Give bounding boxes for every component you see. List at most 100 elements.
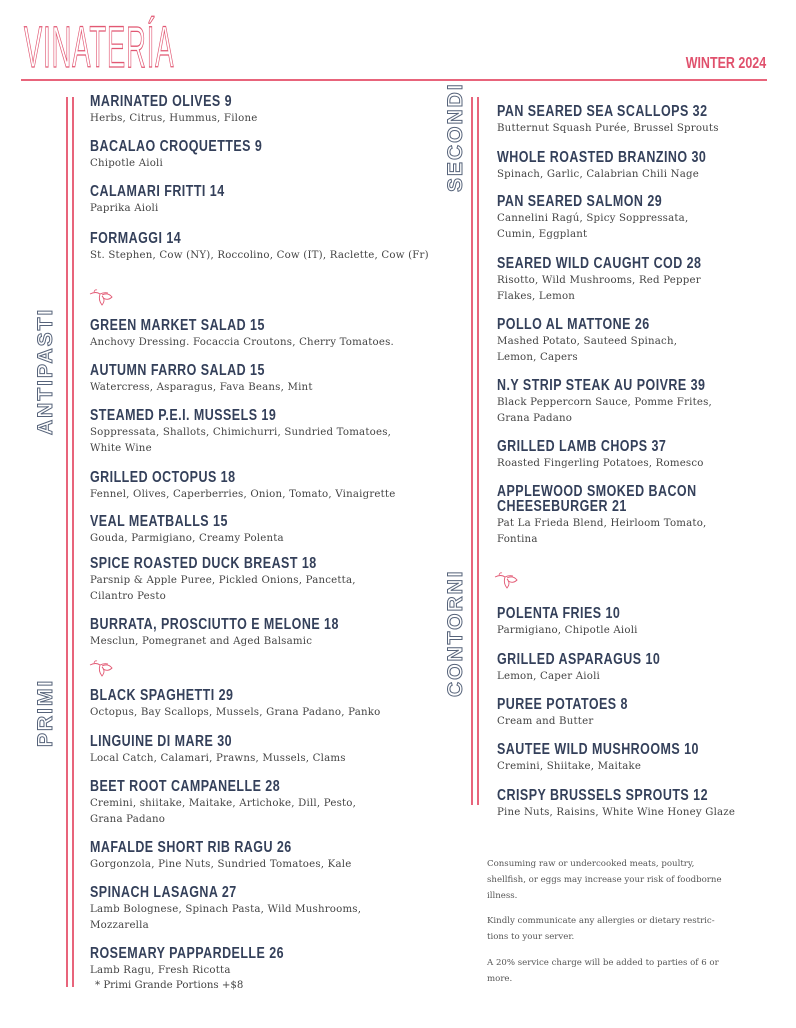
footnote-allergies: Kindly communicate any allergies or diet… bbox=[487, 916, 715, 942]
left-column-rule bbox=[66, 97, 68, 987]
section-primi: PRIMI bbox=[34, 678, 58, 747]
menu-item-description: Mashed Potato, Sauteed Spinach, Lemon, C… bbox=[497, 336, 678, 363]
menu-item-description: Watercress, Asparagus, Fava Beans, Mint bbox=[90, 382, 313, 393]
left-column-rule bbox=[72, 97, 74, 987]
menu-item-title: STEAMED P.E.I. MUSSELS 19 bbox=[90, 407, 277, 424]
menu-item: POLLO AL MATTONE 26 Mashed Potato, Sautee… bbox=[497, 317, 693, 365]
menu-item: MAFALDE SHORT RIB RAGU 26 Gorgonzola, Pin… bbox=[90, 840, 351, 873]
menu-item: GREEN MARKET SALAD 15 Anchovy Dressing. F… bbox=[90, 318, 394, 351]
footnote-service-charge: A 20% service charge will be added to pa… bbox=[487, 958, 719, 984]
menu-item-title: BLACK SPAGHETTI 29 bbox=[90, 687, 234, 704]
menu-item: LINGUINE DI MARE 30 Local Catch, Calamari… bbox=[90, 734, 346, 767]
menu-item: GRILLED ASPARAGUS 10 Lemon, Caper Aioli bbox=[497, 652, 706, 685]
menu-item-description: Local Catch, Calamari, Prawns, Mussels, … bbox=[90, 753, 346, 764]
menu-item: GRILLED OCTOPUS 18 Fennel, Olives, Caperb… bbox=[90, 470, 395, 503]
menu-item-title: GRILLED OCTOPUS 18 bbox=[90, 469, 236, 486]
menu-item-description: Roasted Fingerling Potatoes, Romesco bbox=[497, 458, 704, 469]
menu-item: STEAMED P.E.I. MUSSELS 19 Soppressata, Sh… bbox=[90, 408, 391, 456]
menu-item-title: POLENTA FRIES 10 bbox=[497, 605, 621, 622]
menu-item-description: St. Stephen, Cow (NY), Roccolino, Cow (I… bbox=[90, 250, 429, 261]
menu-item-title: SAUTEE WILD MUSHROOMS 10 bbox=[497, 741, 699, 758]
menu-item-title: CALAMARI FRITTI 14 bbox=[90, 183, 225, 200]
menu-item-description: Gorgonzola, Pine Nuts, Sundried Tomatoes… bbox=[90, 859, 352, 870]
menu-item: GRILLED LAMB CHOPS 37 Roasted Fingerling … bbox=[497, 439, 714, 472]
menu-item: SPICE ROASTED DUCK BREAST 18 Parsnip & Ap… bbox=[90, 556, 381, 604]
menu-item-description: Gouda, Parmigiano, Creamy Polenta bbox=[90, 533, 284, 544]
menu-item-description: Parsnip & Apple Puree, Pickled Onions, P… bbox=[90, 575, 356, 602]
menu-item-description: Cream and Butter bbox=[497, 716, 594, 727]
menu-item-description: Fennel, Olives, Caperberries, Onion, Tom… bbox=[90, 489, 396, 500]
menu-item-description: Pat La Frieda Blend, Heirloom Tomato, Fo… bbox=[497, 518, 707, 545]
menu-item: CALAMARI FRITTI 14 Paprika Aioli bbox=[90, 184, 263, 217]
menu-item-title: VEAL MEATBALLS 15 bbox=[90, 513, 228, 530]
menu-item: BEET ROOT CAMPANELLE 28 Cremini, shiitake… bbox=[90, 779, 356, 827]
menu-item: BURRATA, PROSCIUTTO E MELONE 18 Mesclun, … bbox=[90, 617, 409, 650]
menu-item: PUREE POTATOES 8 Cream and Butter bbox=[497, 697, 665, 730]
menu-item-description: Paprika Aioli bbox=[90, 203, 159, 214]
menu-item-description: Cremini, Shiitake, Maitake bbox=[497, 761, 642, 772]
menu-item-title: SEARED WILD CAUGHT COD 28 bbox=[497, 255, 702, 272]
menu-item: WHOLE ROASTED BRANZINO 30 Spinach, Garlic… bbox=[497, 150, 765, 183]
menu-item-title: CRISPY BRUSSELS SPROUTS 12 bbox=[497, 787, 708, 804]
menu-item-title: BEET ROOT CAMPANELLE 28 bbox=[90, 778, 281, 795]
menu-item-title: MAFALDE SHORT RIB RAGU 26 bbox=[90, 839, 292, 856]
menu-item-description: Anchovy Dressing. Focaccia Croutons, Che… bbox=[90, 337, 394, 348]
menu-item: SPINACH LASAGNA 27 Lamb Bolognese, Spinac… bbox=[90, 885, 361, 933]
menu-item-title: AUTUMN FARRO SALAD 15 bbox=[90, 362, 265, 379]
menu-item: BLACK SPAGHETTI 29 Octopus, Bay Scallops,… bbox=[90, 688, 380, 721]
menu-item-description: Parmigiano, Chipotle Aioli bbox=[497, 625, 638, 636]
menu-item-title: MARINATED OLIVES 9 bbox=[90, 93, 233, 110]
menu-item: SEARED WILD CAUGHT COD 28 Risotto, Wild M… bbox=[497, 256, 759, 304]
menu-item-description: Risotto, Wild Mushrooms, Red Pepper Flak… bbox=[497, 275, 701, 302]
menu-item: ROSEMARY PAPPARDELLE 26 Lamb Ragu, Fresh … bbox=[90, 946, 339, 979]
menu-item: MARINATED OLIVES 9 Herbs, Citrus, Hummus,… bbox=[90, 94, 272, 127]
menu-item-description: Cannelini Ragú, Spicy Soppressata, Cumin… bbox=[497, 213, 689, 240]
section-antipasti: ANTIPASTI bbox=[34, 307, 58, 435]
primi-note: * Primi Grande Portions +$8 bbox=[95, 980, 244, 991]
menu-item: FORMAGGI 14 St. Stephen, Cow (NY), Roccol… bbox=[90, 231, 429, 264]
season-label: WINTER 2024 bbox=[685, 55, 766, 72]
header-divider bbox=[21, 79, 767, 81]
menu-item-description: Soppressata, Shallots, Chimichurri, Sund… bbox=[90, 427, 392, 454]
menu-item: PAN SEARED SEA SCALLOPS 32 Butternut Squa… bbox=[497, 104, 767, 137]
menu-item-title: GRILLED ASPARAGUS 10 bbox=[497, 651, 661, 668]
menu-item-title: SPINACH LASAGNA 27 bbox=[90, 884, 237, 901]
menu-item-title: APPLEWOOD SMOKED BACON CHEESEBURGER 21 bbox=[497, 483, 697, 515]
restaurant-logo: VINATERÍA bbox=[24, 15, 175, 80]
menu-item-title: FORMAGGI 14 bbox=[90, 230, 182, 247]
menu-item-description: Octopus, Bay Scallops, Mussels, Grana Pa… bbox=[90, 707, 381, 718]
menu-item-title: POLLO AL MATTONE 26 bbox=[497, 316, 650, 333]
menu-item-title: BACALAO CROQUETTES 9 bbox=[90, 138, 263, 155]
menu-item-title: PUREE POTATOES 8 bbox=[497, 696, 628, 713]
menu-item-title: BURRATA, PROSCIUTTO E MELONE 18 bbox=[90, 616, 339, 633]
floral-sprig-icon bbox=[493, 571, 519, 591]
menu-item-title: LINGUINE DI MARE 30 bbox=[90, 733, 233, 750]
menu-item-title: PAN SEARED SALMON 29 bbox=[497, 193, 663, 210]
footnote-food-safety: Consuming raw or undercooked meats, poul… bbox=[487, 859, 722, 901]
menu-item: CRISPY BRUSSELS SPROUTS 12 Pine Nuts, Rai… bbox=[497, 788, 767, 821]
menu-item-title: GREEN MARKET SALAD 15 bbox=[90, 317, 265, 334]
menu-item: VEAL MEATBALLS 15 Gouda, Parmigiano, Crea… bbox=[90, 514, 284, 547]
menu-item-description: Black Peppercorn Sauce, Pomme Frites, Gr… bbox=[497, 397, 712, 424]
menu-item-title: N.Y STRIP STEAK AU POIVRE 39 bbox=[497, 377, 706, 394]
menu-item-title: SPICE ROASTED DUCK BREAST 18 bbox=[90, 555, 317, 572]
floral-sprig-icon bbox=[88, 288, 114, 308]
menu-item: N.Y STRIP STEAK AU POIVRE 39 Black Pepper… bbox=[497, 378, 764, 426]
menu-item: AUTUMN FARRO SALAD 15 Watercress, Asparag… bbox=[90, 363, 314, 396]
right-column-rule bbox=[471, 97, 473, 805]
menu-item-title: GRILLED LAMB CHOPS 37 bbox=[497, 438, 667, 455]
menu-item-title: WHOLE ROASTED BRANZINO 30 bbox=[497, 149, 707, 166]
menu-item: SAUTEE WILD MUSHROOMS 10 Cremini, Shiitak… bbox=[497, 742, 756, 775]
floral-sprig-icon bbox=[88, 659, 114, 679]
section-contorni: CONTORNI bbox=[444, 569, 468, 698]
right-column-rule bbox=[477, 97, 479, 805]
menu-item-description: Lamb Ragu, Fresh Ricotta bbox=[90, 965, 231, 976]
menu-item: PAN SEARED SALMON 29 Cannelini Ragú, Spic… bbox=[497, 194, 709, 242]
menu-item-description: Lamb Bolognese, Spinach Pasta, Wild Mush… bbox=[90, 904, 362, 931]
menu-item: BACALAO CROQUETTES 9 Chipotle Aioli bbox=[90, 139, 311, 172]
menu-item-description: Cremini, shiitake, Maitake, Artichoke, D… bbox=[90, 798, 357, 825]
menu-item-title: ROSEMARY PAPPARDELLE 26 bbox=[90, 945, 285, 962]
menu-item-description: Chipotle Aioli bbox=[90, 158, 163, 169]
section-secondi: SECONDI bbox=[444, 82, 468, 193]
